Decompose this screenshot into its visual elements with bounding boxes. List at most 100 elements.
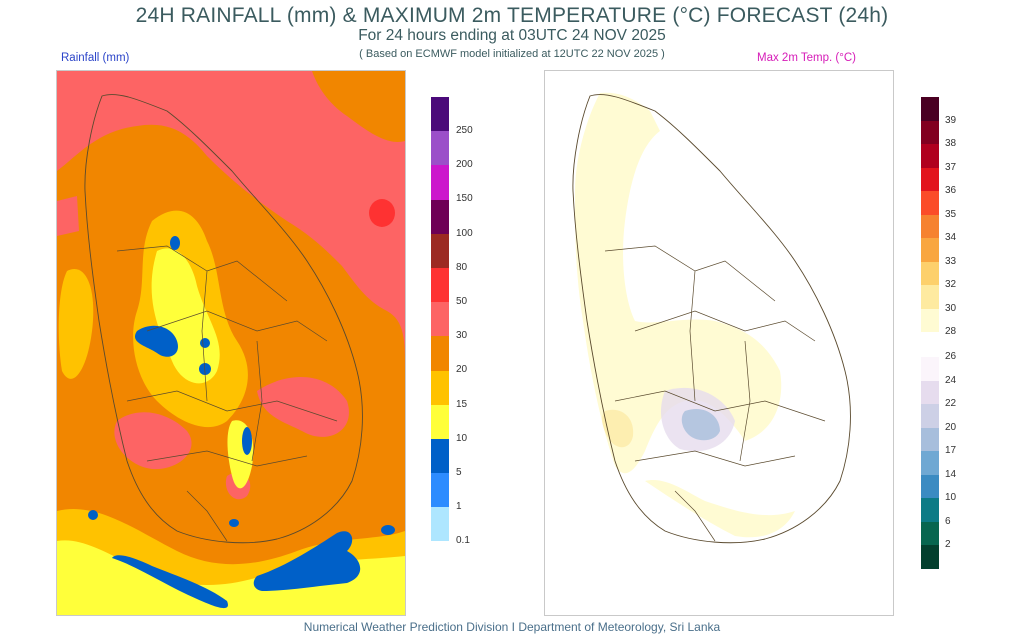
temp-warm-legend-swatch	[921, 167, 939, 191]
temp-cool-legend-swatch	[921, 404, 939, 428]
temp-cool-legend-tick: 14	[945, 468, 957, 480]
rainfall-legend-swatch	[431, 199, 449, 234]
rainfall-legend-tick: 0.1	[456, 535, 470, 547]
rainfall-legend-tick: 5	[456, 467, 462, 478]
temp-cool-legend-swatch	[921, 451, 939, 475]
rainfall-legend-tick: 20	[456, 364, 468, 376]
rainfall-legend-tick: 150	[456, 193, 473, 205]
rainfall-colorbar	[431, 97, 449, 542]
island-outline	[84, 94, 363, 544]
rainfall-zone-5-10	[253, 531, 361, 591]
temp-cool-legend-tick: 17	[945, 445, 957, 456]
temp-cool-legend-tick: 10	[945, 492, 957, 503]
temp-cool-legend-tick: 24	[945, 374, 957, 386]
temperature-map-svg	[572, 92, 851, 544]
temp-warm-legend-swatch	[921, 97, 939, 121]
rainfall-legend-tick: 10	[456, 432, 468, 444]
temp-warm-legend-tick: 38	[945, 138, 957, 149]
rainfall-zone-5-10	[135, 325, 178, 357]
rainfall-legend-swatch	[431, 165, 449, 200]
forecast-period: For 24 hours ending at 03UTC 24 NOV 2025	[358, 27, 666, 44]
rainfall-map-svg	[57, 71, 405, 615]
temp-warm-legend-swatch	[921, 308, 939, 332]
temp-warm-legend-tick: 36	[945, 185, 957, 196]
model-note: ( Based on ECMWF model initialized at 12…	[359, 48, 665, 60]
temp-warm-legend-swatch	[921, 191, 939, 215]
temp-cool-legend-tick: 20	[945, 421, 957, 433]
temp-zone-17-20	[681, 408, 720, 441]
rainfall-legend-swatch	[431, 97, 449, 132]
island-outline	[572, 94, 851, 544]
rainfall-legend-tick: 50	[456, 296, 468, 307]
rainfall-legend-tick: 1	[456, 501, 462, 513]
district-boundaries	[116, 245, 338, 542]
rainfall-zone-5-10	[200, 338, 210, 348]
temperature-panel-label: Max 2m Temp. (°C)	[757, 52, 856, 64]
rainfall-legend-swatch	[431, 507, 449, 542]
rainfall-legend-tick: 200	[456, 159, 473, 171]
rainfall-legend-tick: 30	[456, 330, 468, 342]
temp-cool-legend-swatch	[921, 427, 939, 451]
rainfall-zone-15-20	[58, 269, 94, 379]
rainfall-legend-swatch	[431, 404, 449, 439]
temp-cool-legend-swatch	[921, 521, 939, 545]
temp-warm-legend-swatch	[921, 120, 939, 144]
rainfall-zone-5-10	[112, 555, 228, 609]
rainfall-legend-swatch	[431, 370, 449, 405]
temp-cool-legend-swatch	[921, 474, 939, 498]
temp-warm-legend-tick: 39	[945, 114, 957, 126]
rainfall-legend-swatch	[431, 302, 449, 337]
rainfall-zone-5-10	[229, 519, 239, 527]
temp-warm-legend-tick: 34	[945, 232, 957, 243]
temp-cool-legend-swatch	[921, 380, 939, 404]
page-title: 24H RAINFALL (mm) & MAXIMUM 2m TEMPERATU…	[135, 4, 889, 27]
temperature-cool-colorbar	[921, 357, 939, 569]
temp-warm-legend-swatch	[921, 214, 939, 238]
footer-credit: Numerical Weather Prediction Division I …	[303, 620, 721, 634]
rainfall-legend-swatch	[431, 233, 449, 268]
temp-warm-legend-tick: 30	[945, 302, 957, 314]
temp-warm-legend-tick: 35	[945, 208, 957, 220]
rainfall-zone	[257, 377, 349, 437]
rainfall-legend-swatch	[431, 438, 449, 474]
rainfall-map	[56, 70, 406, 616]
temp-warm-legend-tick: 32	[945, 279, 957, 290]
rainfall-legend-swatch	[431, 336, 449, 371]
rainfall-zone	[114, 412, 192, 470]
temperature-warm-colorbar	[921, 97, 939, 332]
rainfall-zone-5-10	[170, 236, 180, 250]
district-boundaries	[604, 245, 826, 542]
rainfall-legend-tick: 250	[456, 125, 473, 136]
rainfall-legend-swatch	[431, 131, 449, 166]
temp-zone-28-30	[645, 480, 795, 538]
temp-cool-legend-tick: 6	[945, 515, 951, 527]
temp-cool-legend-tick: 22	[945, 398, 957, 409]
rainfall-zone-5-10	[381, 525, 395, 535]
rainfall-zone-5-10	[88, 510, 98, 520]
rainfall-zone-50-80	[369, 199, 395, 227]
temperature-map	[544, 70, 894, 616]
temp-zone-28-30	[575, 92, 782, 474]
rainfall-panel-label: Rainfall (mm)	[61, 52, 130, 64]
temp-cool-legend-swatch	[921, 545, 939, 569]
temp-warm-legend-swatch	[921, 144, 939, 168]
temp-warm-legend-swatch	[921, 285, 939, 309]
rainfall-zone-10-15	[57, 540, 405, 615]
temp-cool-legend-swatch	[921, 498, 939, 522]
temp-warm-legend-tick: 28	[945, 326, 957, 337]
temp-cool-legend-swatch	[921, 357, 939, 381]
temp-cool-legend-tick: 26	[945, 351, 957, 362]
rainfall-zone	[57, 196, 79, 236]
rainfall-zone	[312, 71, 405, 142]
temp-warm-legend-swatch	[921, 238, 939, 262]
rainfall-legend-swatch	[431, 473, 449, 508]
rainfall-legend-swatch	[431, 267, 449, 303]
temp-warm-legend-tick: 37	[945, 161, 957, 173]
temp-warm-legend-swatch	[921, 261, 939, 285]
rainfall-legend-tick: 15	[456, 398, 468, 410]
temp-cool-legend-tick: 2	[945, 539, 951, 550]
rainfall-legend-tick: 80	[456, 261, 468, 273]
rainfall-zone-5-10	[242, 427, 252, 455]
temp-warm-legend-tick: 33	[945, 255, 957, 267]
rainfall-legend-tick: 100	[456, 227, 473, 239]
